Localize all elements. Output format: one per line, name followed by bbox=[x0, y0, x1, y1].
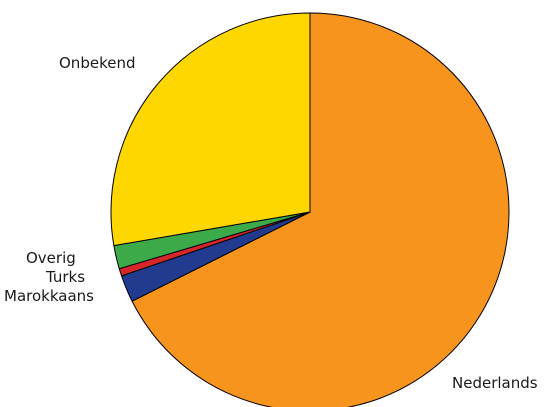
label-nederlands: Nederlands bbox=[452, 374, 538, 392]
slice-labels: Onbekend Overig Turks Marokkaans Nederla… bbox=[4, 54, 538, 392]
slice-onbekend bbox=[110, 12, 311, 247]
label-turks: Turks bbox=[45, 268, 85, 286]
slice-nederlands bbox=[131, 12, 510, 407]
pie-slices bbox=[110, 12, 510, 407]
label-marokkaans: Marokkaans bbox=[4, 287, 94, 305]
label-overig: Overig bbox=[26, 249, 76, 267]
label-onbekend: Onbekend bbox=[59, 54, 135, 72]
